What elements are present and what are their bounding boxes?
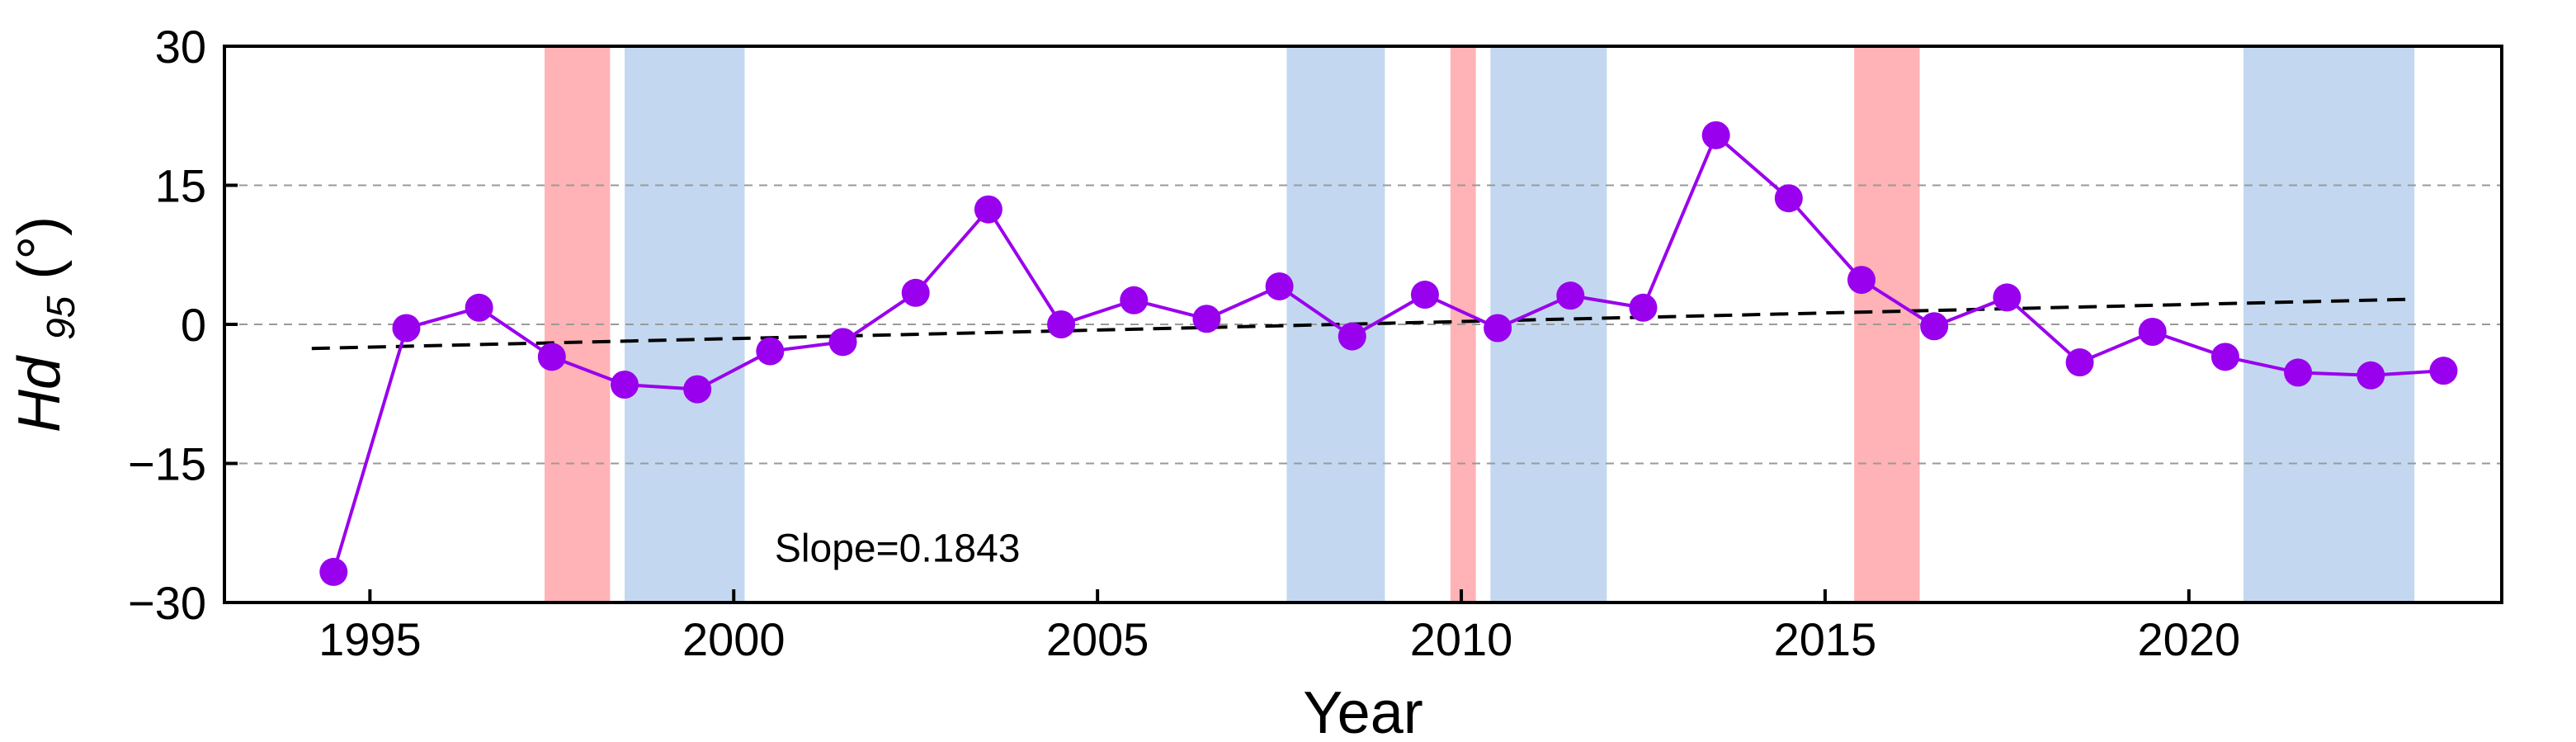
y-axis-title: Hd 95 (°)	[7, 216, 87, 432]
data-point	[974, 195, 1003, 224]
data-series	[319, 121, 2458, 586]
y-tick-label: 30	[155, 21, 206, 73]
data-point	[1338, 322, 1366, 351]
data-point	[1993, 283, 2022, 312]
data-point	[901, 278, 930, 307]
y-tick-label: −30	[128, 577, 206, 629]
data-point	[1410, 281, 1439, 310]
data-point	[2429, 357, 2458, 385]
data-point	[1629, 293, 1658, 322]
data-point	[1774, 184, 1803, 213]
data-point	[2138, 317, 2167, 346]
x-tick-label: 2000	[682, 613, 786, 665]
x-tick-label: 2020	[2138, 613, 2241, 665]
y-axis-title-unit: (°)	[7, 216, 73, 280]
data-point	[610, 371, 639, 399]
data-point	[319, 557, 348, 586]
y-tick-label: −15	[128, 438, 206, 490]
data-point	[2284, 358, 2313, 387]
data-point	[828, 328, 857, 357]
x-axis-title: Year	[1303, 680, 1422, 742]
data-point	[1556, 281, 1585, 310]
y-axis-title-main: Hd	[7, 355, 73, 432]
slope-annotation: Slope=0.1843	[775, 527, 1021, 571]
data-point	[683, 375, 712, 404]
x-tick-label: 2015	[1774, 613, 1877, 665]
data-point	[465, 293, 493, 322]
shaded-band-7	[2243, 46, 2415, 603]
axis-tick-labels: 1995 2000 2005 2010 2015 2020 −30 −15 0 15 30	[128, 21, 2240, 665]
axis-ticks	[224, 45, 2191, 604]
data-point	[1847, 266, 1876, 295]
data-point	[1047, 310, 1076, 338]
data-point	[1701, 121, 1730, 149]
data-point	[1192, 305, 1221, 333]
data-point	[1484, 314, 1512, 343]
grid-lines	[224, 184, 2502, 465]
trend-line	[311, 297, 2408, 351]
y-tick-label: 0	[181, 299, 206, 351]
y-tick-label: 15	[155, 160, 206, 212]
data-point	[392, 314, 421, 343]
data-point	[1265, 272, 1294, 300]
y-axis-title-subscript: 95	[40, 295, 83, 340]
data-point	[2065, 348, 2094, 377]
x-tick-label: 1995	[318, 613, 422, 665]
x-tick-label: 2010	[1410, 613, 1513, 665]
data-point	[2210, 343, 2239, 371]
data-point	[1920, 312, 1949, 341]
data-point	[2357, 361, 2385, 390]
data-point	[1120, 286, 1149, 314]
data-point	[537, 343, 566, 371]
x-tick-label: 2005	[1046, 613, 1149, 665]
data-point	[756, 337, 785, 366]
trend-line-group	[311, 297, 2408, 351]
